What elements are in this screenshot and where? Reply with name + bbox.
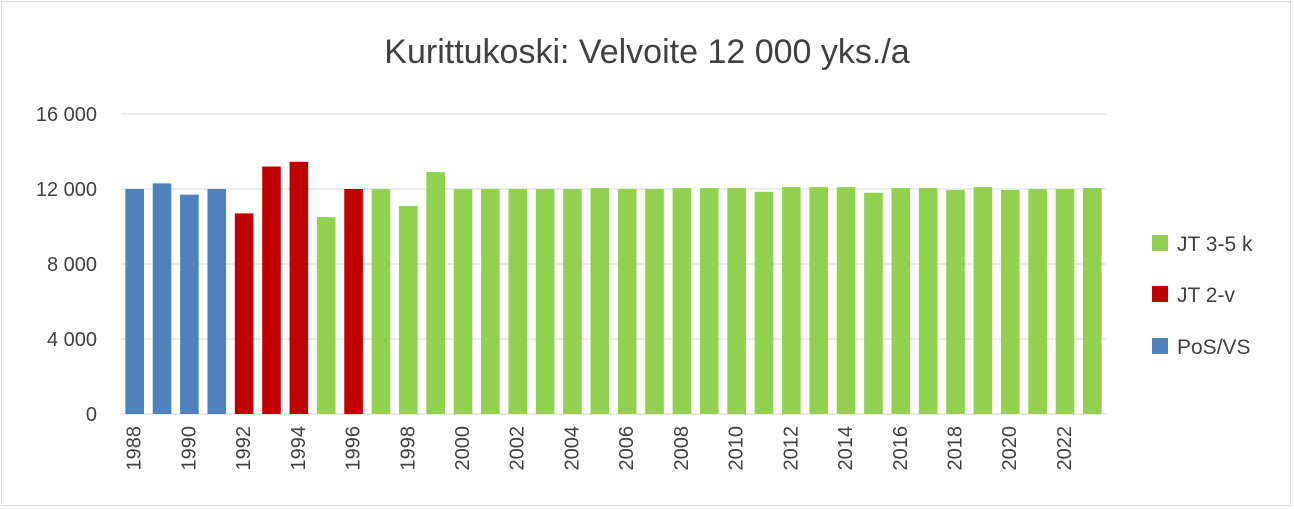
bar — [180, 194, 199, 414]
x-tick-label: 2004 — [561, 426, 583, 471]
bar — [754, 191, 774, 414]
bar — [617, 189, 637, 414]
x-tick-label: 2006 — [616, 426, 638, 471]
x-axis-tick-labels: 1988 1990 1992 1994 1996 1998 2000 2002 2004 2006… — [124, 426, 1076, 471]
bar — [918, 188, 938, 414]
bar — [727, 188, 746, 414]
bar — [836, 187, 856, 414]
y-tick-label: 0 — [86, 404, 97, 426]
x-tick-label: 2008 — [671, 426, 693, 471]
bar — [535, 189, 555, 414]
legend-swatch — [1152, 338, 1168, 354]
bar — [508, 189, 528, 414]
x-tick-label: 2018 — [945, 426, 967, 471]
bar — [289, 161, 309, 414]
bar — [344, 189, 363, 414]
y-tick-label: 16 000 — [36, 104, 97, 126]
x-tick-label: 2014 — [835, 426, 857, 471]
y-axis-tick-labels: 0 4 000 8 000 12 000 16 000 — [36, 104, 97, 426]
bar — [453, 189, 473, 414]
bars — [125, 161, 1102, 414]
bar — [782, 187, 801, 414]
x-tick-label: 2020 — [999, 426, 1021, 471]
x-tick-label: 1990 — [178, 426, 200, 471]
bar — [891, 188, 911, 414]
bar — [946, 189, 965, 414]
bar — [234, 213, 254, 414]
bar — [262, 166, 281, 414]
bar — [152, 183, 172, 414]
legend-label: JT 2-v — [1177, 284, 1235, 307]
x-tick-label: 2002 — [507, 426, 529, 471]
bar — [371, 189, 391, 414]
x-tick-label: 2010 — [726, 426, 748, 471]
x-tick-label: 1994 — [288, 426, 310, 471]
x-tick-label: 1988 — [124, 426, 146, 471]
bar — [1028, 189, 1047, 414]
bar — [207, 189, 227, 414]
bar — [864, 192, 883, 414]
x-tick-label: 1992 — [233, 426, 255, 471]
x-tick-label: 2016 — [890, 426, 912, 471]
y-tick-label: 4 000 — [47, 329, 97, 351]
gridlines — [121, 113, 1106, 415]
bar — [563, 189, 582, 414]
bar — [1055, 189, 1075, 414]
y-tick-label: 8 000 — [47, 254, 97, 276]
bar — [973, 187, 993, 414]
x-tick-label: 1998 — [397, 426, 419, 471]
legend-swatch — [1152, 235, 1168, 251]
x-tick-label: 2022 — [1054, 426, 1076, 471]
x-tick-label: 2012 — [780, 426, 802, 471]
bar — [672, 188, 692, 414]
bar — [590, 188, 610, 414]
bar — [645, 189, 664, 414]
legend-swatch — [1152, 286, 1168, 302]
bar — [1000, 189, 1020, 414]
bar — [125, 189, 144, 414]
bar — [809, 187, 829, 414]
legend-label: JT 3-5 k — [1177, 233, 1253, 256]
x-tick-label: 1996 — [343, 426, 365, 471]
chart-title: Kurittukoski: Velvoite 12 000 yks./a — [384, 33, 909, 71]
bar — [426, 172, 445, 414]
bar — [398, 205, 418, 414]
bar — [699, 188, 719, 414]
legend-label: PoS/VS — [1177, 336, 1251, 359]
bar — [1083, 188, 1102, 414]
bar — [316, 217, 336, 414]
bar — [481, 189, 500, 414]
x-tick-label: 2000 — [452, 426, 474, 471]
legend: JT 3-5 k JT 2-v PoS/VS — [1152, 233, 1253, 359]
y-tick-label: 12 000 — [36, 179, 97, 201]
